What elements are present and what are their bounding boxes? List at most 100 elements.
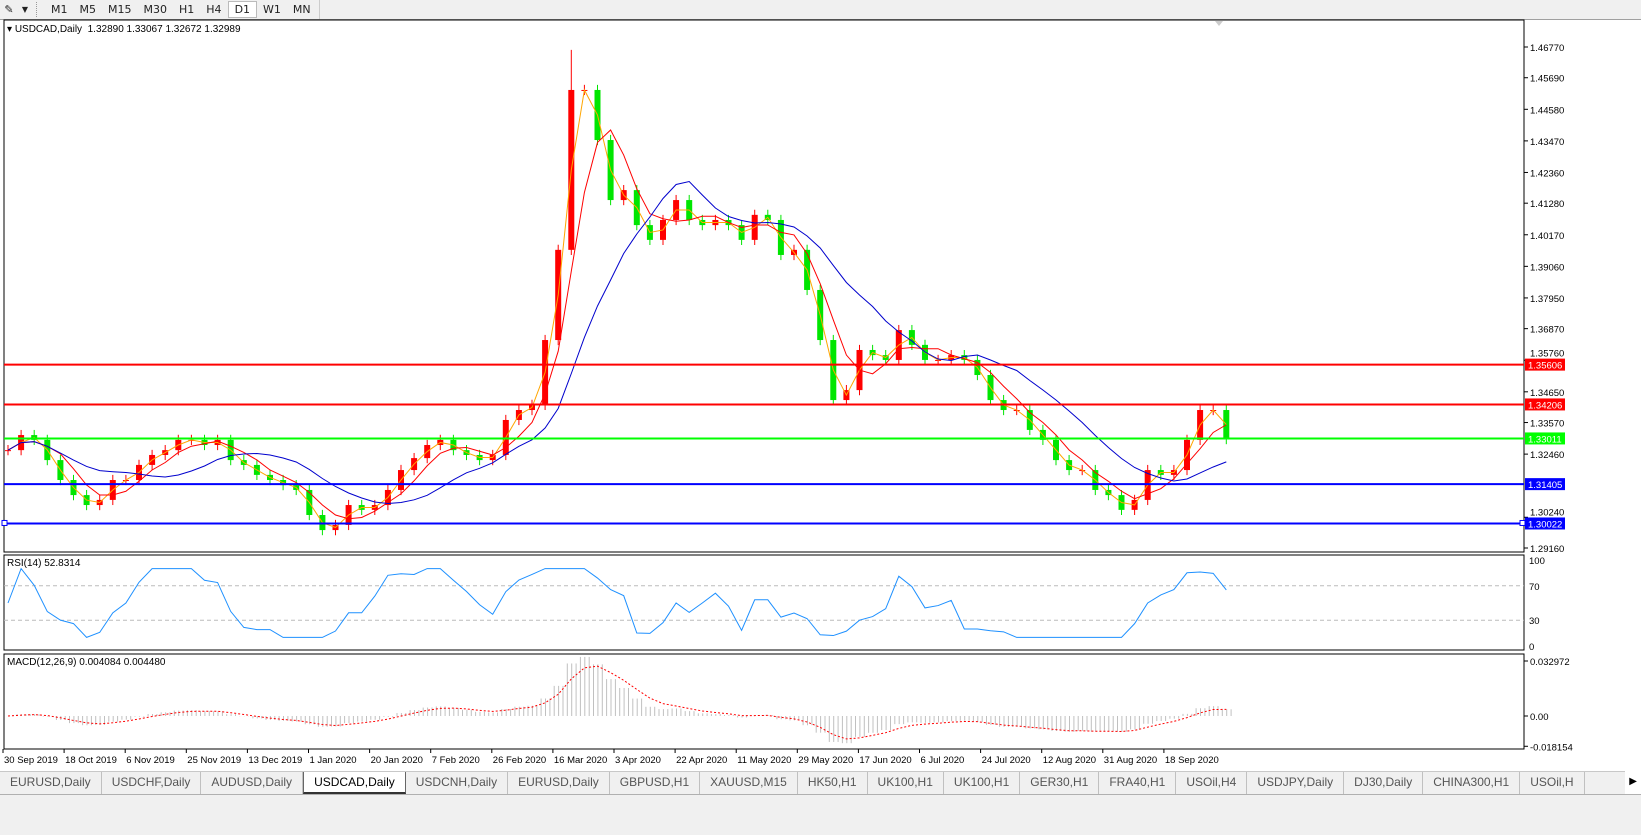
x-tick-label: 12 Aug 2020 (1043, 755, 1096, 766)
moving-average-line (7, 88, 1227, 529)
candle-body (5, 450, 11, 452)
y-tick-label: 1.41280 (1530, 199, 1564, 210)
level-handle (1, 519, 8, 526)
tab-eurusd-daily[interactable]: EURUSD,Daily (508, 772, 610, 794)
chart-canvas[interactable]: 1.46770 1.45690 1.44580 1.43470 1.42360 1.412… (0, 0, 1641, 770)
x-tick-label: 26 Feb 2020 (493, 755, 546, 766)
y-tick-label: 1.30240 (1530, 507, 1564, 518)
macd-tick-label: -0.018154 (1530, 742, 1573, 753)
price-level-label: 1.30022 (1528, 519, 1562, 530)
y-tick-label: 1.36870 (1530, 325, 1564, 336)
price-level-tag (1525, 432, 1565, 445)
tab-audusd-daily[interactable]: AUDUSD,Daily (201, 772, 304, 794)
tab-fra40-h1[interactable]: FRA40,H1 (1099, 772, 1177, 794)
timeframe-m30[interactable]: M30 (143, 3, 168, 16)
y-tick-label: 1.40170 (1530, 231, 1564, 242)
line-tools-icon[interactable]: ✎ (4, 3, 14, 16)
y-tick-label: 1.42360 (1530, 168, 1564, 179)
x-tick-label: 20 Jan 2020 (371, 755, 423, 766)
y-tick-label: 1.34650 (1530, 388, 1564, 399)
chevron-down-icon[interactable]: ▼ (21, 5, 29, 14)
tab-uk100-h1[interactable]: UK100,H1 (944, 772, 1021, 794)
x-tick-label: 13 Dec 2019 (248, 755, 302, 766)
tab-gbpusd-h1[interactable]: GBPUSD,H1 (610, 772, 701, 794)
timeframe-d1[interactable]: D1 (227, 1, 258, 18)
rsi-pane-frame (3, 554, 1525, 651)
x-tick-label: 1 Jan 2020 (310, 755, 357, 766)
status-area (0, 794, 1641, 835)
rsi-tick-label: 0 (1529, 642, 1534, 653)
tab-china300-h1[interactable]: CHINA300,H1 (1423, 772, 1521, 794)
y-tick-label: 1.44580 (1530, 105, 1564, 116)
tab-usdcnh-daily[interactable]: USDCNH,Daily (406, 772, 509, 794)
x-tick-label: 31 Aug 2020 (1104, 755, 1157, 766)
tab-ger30-h1[interactable]: GER30,H1 (1020, 772, 1100, 794)
tab-uk100-h1[interactable]: UK100,H1 (868, 772, 944, 794)
x-tick-label: 16 Mar 2020 (554, 755, 607, 766)
price-level-tag (1525, 398, 1565, 411)
moving-average-line (7, 180, 1227, 505)
x-tick-label: 24 Jul 2020 (982, 755, 1031, 766)
moving-average-line (7, 129, 1227, 520)
macd-pane-frame (3, 653, 1525, 750)
tab-usdchf-daily[interactable]: USDCHF,Daily (102, 772, 202, 794)
x-tick-label: 18 Sep 2020 (1165, 755, 1219, 766)
chart-header: ▾ USDCAD,Daily 1.32890 1.33067 1.32672 1… (7, 24, 241, 35)
price-level-label: 1.31405 (1528, 480, 1562, 491)
price-level-label: 1.33011 (1528, 434, 1562, 445)
y-tick-label: 1.33570 (1530, 419, 1564, 430)
price-level-label: 1.34206 (1528, 400, 1562, 411)
timeframe-toolbar: ✎ ▼ M1 M5 M15 M30 H1 H4 D1 W1 MN (0, 0, 1641, 20)
x-tick-label: 29 May 2020 (798, 755, 853, 766)
timeframe-mn[interactable]: MN (292, 3, 311, 16)
x-tick-label: 6 Jul 2020 (921, 755, 965, 766)
tab-usoil-h[interactable]: USOil,H (1520, 772, 1585, 794)
macd-signal-line (7, 665, 1227, 740)
tab-usoil-h4[interactable]: USOil,H4 (1176, 772, 1248, 794)
candle (5, 445, 11, 456)
x-tick-label: 30 Sep 2019 (4, 755, 58, 766)
macd-tick-label: 0.032972 (1530, 657, 1570, 668)
y-tick-label: 1.45690 (1530, 74, 1564, 85)
chevron-right-icon[interactable]: ▶ (1629, 776, 1637, 787)
timeframe-m15[interactable]: M15 (108, 3, 132, 16)
ohlc-values: 1.32890 1.33067 1.32672 1.32989 (87, 24, 241, 35)
chart-shift-marker (1215, 21, 1223, 26)
macd-tick-label: 0.00 (1530, 712, 1549, 723)
tab-xauusd-m15[interactable]: XAUUSD,M15 (700, 772, 798, 794)
chart-symbol-title: USDCAD,Daily (14, 24, 83, 35)
x-tick-label: 25 Nov 2019 (187, 755, 241, 766)
y-tick-label: 1.39060 (1530, 262, 1564, 273)
tab-usdcad-daily[interactable]: USDCAD,Daily (303, 772, 406, 794)
toolbar-grip (36, 2, 41, 17)
y-tick-label: 1.43470 (1530, 137, 1564, 148)
price-level-tag (1525, 358, 1565, 371)
tab-usdjpy-daily[interactable]: USDJPY,Daily (1247, 772, 1345, 794)
x-tick-label: 7 Feb 2020 (432, 755, 480, 766)
tab-eurusd-daily[interactable]: EURUSD,Daily (0, 772, 102, 794)
y-tick-label: 1.37950 (1530, 294, 1564, 305)
price-level-tag (1525, 478, 1565, 491)
timeframe-h4[interactable]: H4 (206, 3, 222, 16)
rsi-tick-label: 30 (1529, 616, 1540, 627)
timeframe-w1[interactable]: W1 (263, 3, 281, 16)
x-tick-label: 11 May 2020 (737, 755, 791, 766)
timeframe-m5[interactable]: M5 (79, 3, 97, 16)
timeframe-h1[interactable]: H1 (179, 3, 195, 16)
collapse-triangle-icon[interactable]: ▾ (7, 24, 13, 35)
x-tick-label: 3 Apr 2020 (615, 755, 661, 766)
tab-hk50-h1[interactable]: HK50,H1 (798, 772, 868, 794)
y-tick-label: 1.29160 (1530, 544, 1564, 555)
macd-label: MACD(12,26,9) 0.004084 0.004480 (7, 657, 166, 668)
price-level-tag (1525, 517, 1565, 530)
main-pane-frame (3, 19, 1525, 553)
rsi-label: RSI(14) 52.8314 (7, 558, 81, 569)
y-tick-label: 1.46770 (1530, 43, 1564, 54)
rsi-line (7, 567, 1227, 638)
x-tick-label: 17 Jun 2020 (859, 755, 911, 766)
x-tick-label: 22 Apr 2020 (676, 755, 727, 766)
x-tick-label: 18 Oct 2019 (65, 755, 117, 766)
x-tick-label: 6 Nov 2019 (126, 755, 175, 766)
timeframe-m1[interactable]: M1 (51, 3, 68, 16)
tab-dj30-daily[interactable]: DJ30,Daily (1344, 772, 1424, 794)
